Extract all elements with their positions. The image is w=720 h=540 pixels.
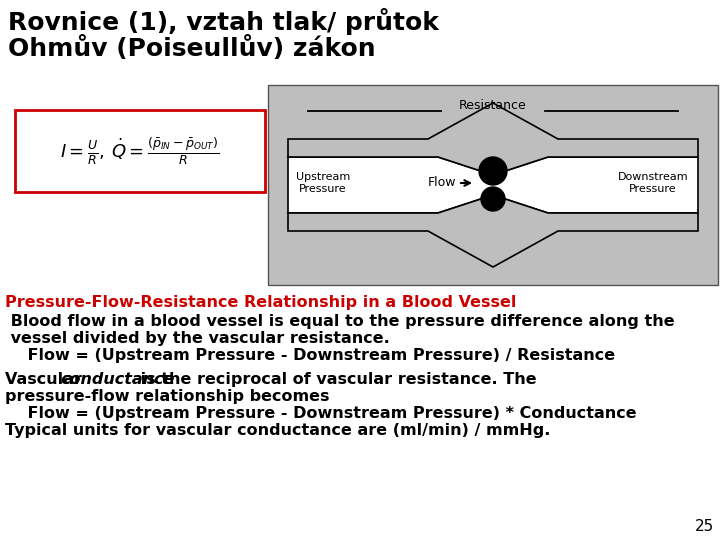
Bar	[268, 85, 718, 285]
Circle shape	[481, 187, 505, 211]
Text: Downstream
Pressure: Downstream Pressure	[618, 172, 688, 194]
Text: Resistance: Resistance	[459, 99, 527, 112]
Polygon shape	[288, 103, 698, 175]
Text: 25: 25	[695, 519, 714, 534]
Polygon shape	[288, 157, 698, 213]
Circle shape	[479, 157, 507, 185]
Text: Flow: Flow	[428, 177, 456, 190]
Text: Flow = (Upstream Pressure - Downstream Pressure) * Conductance: Flow = (Upstream Pressure - Downstream P…	[5, 406, 636, 421]
Text: pressure-flow relationship becomes: pressure-flow relationship becomes	[5, 389, 330, 404]
Text: Ohmův (Poiseullův) zákon: Ohmův (Poiseullův) zákon	[8, 36, 376, 61]
Text: vessel divided by the vascular resistance.: vessel divided by the vascular resistanc…	[5, 331, 390, 346]
Text: Upstream
Pressure: Upstream Pressure	[296, 172, 350, 194]
Text: Vascular: Vascular	[5, 372, 88, 387]
Text: Pressure-Flow-Resistance Relationship in a Blood Vessel: Pressure-Flow-Resistance Relationship in…	[5, 295, 516, 310]
Bar	[15, 110, 265, 192]
Text: conductance: conductance	[60, 372, 174, 387]
Polygon shape	[288, 195, 698, 267]
Text: is the reciprocal of vascular resistance. The: is the reciprocal of vascular resistance…	[135, 372, 536, 387]
Text: Flow = (Upstream Pressure - Downstream Pressure) / Resistance: Flow = (Upstream Pressure - Downstream P…	[5, 348, 615, 363]
Text: $I = \frac{U}{R},\,\dot{Q} = \frac{(\bar{p}_{IN} - \bar{p}_{OUT})}{R}$: $I = \frac{U}{R},\,\dot{Q} = \frac{(\bar…	[60, 135, 220, 167]
Text: Rovnice (1), vztah tlak/ průtok: Rovnice (1), vztah tlak/ průtok	[8, 8, 439, 35]
Text: Typical units for vascular conductance are (ml/min) / mmHg.: Typical units for vascular conductance a…	[5, 423, 550, 438]
Text: Blood flow in a blood vessel is equal to the pressure difference along the: Blood flow in a blood vessel is equal to…	[5, 314, 675, 329]
